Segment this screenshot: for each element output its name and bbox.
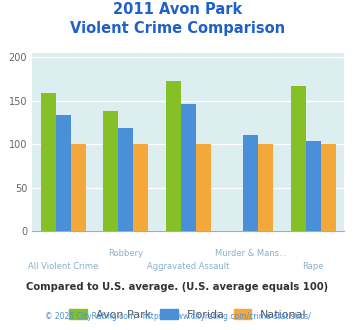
Text: © 2025 CityRating.com - https://www.cityrating.com/crime-statistics/: © 2025 CityRating.com - https://www.city… bbox=[45, 312, 310, 321]
Bar bbox=[306, 142, 321, 231]
Bar bbox=[243, 135, 258, 231]
Bar bbox=[321, 144, 335, 231]
Bar bbox=[118, 128, 133, 231]
Legend: Avon Park, Florida, National: Avon Park, Florida, National bbox=[65, 304, 311, 324]
Text: Rape: Rape bbox=[302, 262, 324, 271]
Bar bbox=[56, 115, 71, 231]
Bar bbox=[166, 82, 181, 231]
Bar bbox=[181, 104, 196, 231]
Bar bbox=[133, 144, 148, 231]
Text: Murder & Mans...: Murder & Mans... bbox=[215, 249, 286, 258]
Text: All Violent Crime: All Violent Crime bbox=[28, 262, 98, 271]
Bar bbox=[41, 93, 56, 231]
Text: Robbery: Robbery bbox=[108, 249, 143, 258]
Text: Aggravated Assault: Aggravated Assault bbox=[147, 262, 229, 271]
Text: Violent Crime Comparison: Violent Crime Comparison bbox=[70, 21, 285, 36]
Bar bbox=[71, 144, 86, 231]
Bar bbox=[258, 144, 273, 231]
Bar bbox=[103, 111, 118, 231]
Bar bbox=[196, 144, 211, 231]
Text: Compared to U.S. average. (U.S. average equals 100): Compared to U.S. average. (U.S. average … bbox=[26, 282, 329, 292]
Text: 2011 Avon Park: 2011 Avon Park bbox=[113, 2, 242, 16]
Bar bbox=[291, 86, 306, 231]
